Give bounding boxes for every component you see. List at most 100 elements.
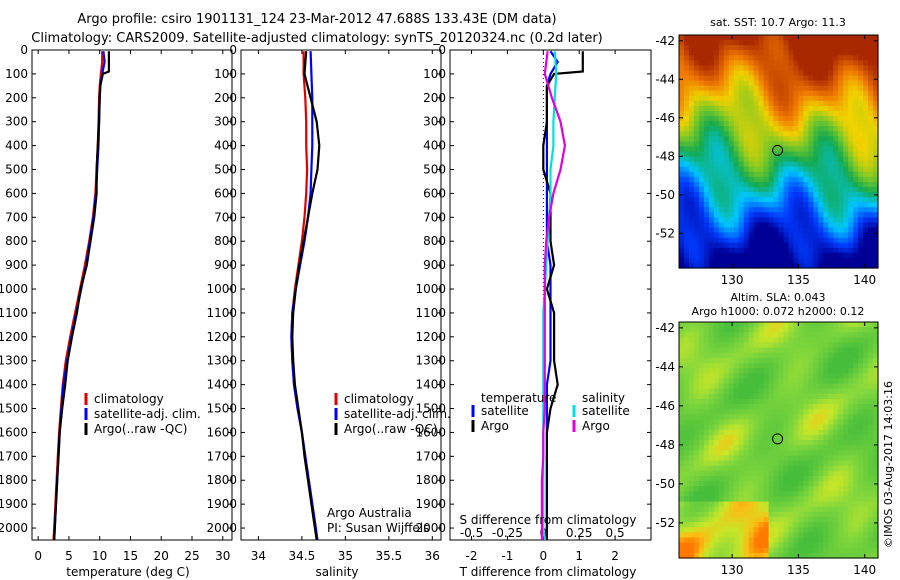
heatmap-cell	[873, 156, 879, 163]
heatmap-cell	[713, 202, 720, 208]
heatmap-cell	[788, 232, 795, 239]
heatmap-cell	[708, 85, 715, 92]
heatmap-cell	[788, 491, 795, 498]
heatmap-cell	[688, 85, 695, 92]
heatmap-cell	[743, 486, 750, 492]
heatmap-cell	[693, 347, 700, 354]
heatmap-cell	[758, 252, 765, 259]
heatmap-cell	[728, 383, 735, 390]
heatmap-cell	[688, 262, 695, 269]
heatmap-cell	[803, 166, 809, 173]
heatmap-cell	[858, 136, 864, 142]
heatmap-cell	[758, 262, 765, 269]
heatmap-cell	[763, 440, 770, 446]
heatmap-cell	[753, 398, 760, 405]
heatmap-cell	[679, 404, 685, 410]
heatmap-cell	[773, 151, 780, 158]
heatmap-cell	[788, 404, 795, 410]
heatmap-cell	[679, 85, 685, 92]
heatmap-cell	[718, 207, 725, 213]
heatmap-cell	[853, 352, 859, 359]
heatmap-cell	[853, 501, 859, 508]
heatmap-cell	[858, 363, 864, 369]
heatmap-cell	[858, 542, 864, 549]
heatmap-cell	[853, 247, 859, 254]
heatmap-cell	[703, 440, 710, 446]
heatmap-cell	[788, 35, 795, 41]
heatmap-cell	[863, 171, 869, 178]
heatmap-cell	[808, 217, 814, 224]
heatmap-cell	[803, 332, 809, 338]
heatmap-cell	[688, 424, 695, 431]
heatmap-cell	[858, 342, 864, 349]
heatmap-cell	[683, 131, 690, 137]
heatmap-cell	[703, 237, 710, 244]
heatmap-cell	[808, 166, 814, 173]
heatmap-cell	[753, 352, 760, 359]
difference-legend: temperature satellite Argo salinity sate…	[471, 391, 630, 433]
heatmap-cell	[768, 95, 775, 102]
depth-tick-label: 1200	[0, 330, 28, 344]
heatmap-cell	[698, 414, 705, 421]
heatmap-cell	[773, 368, 780, 374]
heatmap-cell	[768, 237, 775, 244]
heatmap-cell	[778, 90, 785, 97]
heatmap-cell	[848, 470, 854, 477]
heatmap-cell	[818, 455, 824, 462]
heatmap-cell	[733, 455, 740, 462]
heatmap-cell	[848, 161, 854, 168]
heatmap-cell	[723, 378, 730, 385]
heatmap-cell	[708, 516, 715, 523]
temperature-legend: climatology satellite-adj. clim. Argo(..…	[84, 392, 201, 436]
heatmap-cell	[748, 501, 755, 508]
heatmap-cell	[818, 121, 824, 127]
heatmap-cell	[858, 470, 864, 477]
heatmap-cell	[798, 481, 804, 487]
heatmap-cell	[803, 404, 809, 410]
heatmap-cell	[723, 80, 730, 87]
heatmap-cell	[718, 481, 725, 487]
heatmap-cell	[858, 186, 864, 193]
lat-tick-label: -48	[655, 438, 675, 452]
heatmap-cell	[728, 522, 735, 528]
heatmap-cell	[873, 378, 879, 385]
heatmap-cell	[753, 506, 760, 513]
legend-label-sal-satellite: satellite	[582, 404, 630, 418]
heatmap-cell	[708, 202, 715, 208]
heatmap-cell	[858, 65, 864, 72]
heatmap-cell	[873, 136, 879, 142]
depth-tick-label: 0	[438, 43, 446, 57]
heatmap-cell	[758, 95, 765, 102]
heatmap-cell	[783, 337, 790, 344]
heatmap-cell	[863, 455, 869, 462]
heatmap-cell	[838, 176, 844, 183]
heatmap-cell	[778, 322, 785, 328]
heatmap-cell	[763, 161, 770, 168]
heatmap-cell	[743, 131, 750, 137]
heatmap-cell	[683, 252, 690, 259]
heatmap-cell	[778, 368, 785, 374]
heatmap-cell	[679, 398, 685, 405]
heatmap-cell	[763, 511, 770, 518]
heatmap-cell	[693, 357, 700, 364]
heatmap-cell	[838, 121, 844, 127]
heatmap-cell	[828, 222, 834, 229]
heatmap-cell	[818, 388, 824, 395]
heatmap-cell	[853, 357, 859, 364]
heatmap-cell	[788, 95, 795, 102]
heatmap-cell	[763, 414, 770, 421]
heatmap-cell	[683, 455, 690, 462]
heatmap-cell	[679, 552, 685, 559]
heatmap-cell	[848, 75, 854, 82]
heatmap-cell	[773, 141, 780, 148]
heatmap-cell	[813, 247, 819, 254]
heatmap-cell	[788, 465, 795, 472]
heatmap-cell	[858, 247, 864, 254]
heatmap-cell	[763, 450, 770, 456]
heatmap-cell	[788, 131, 795, 137]
heatmap-cell	[798, 388, 804, 395]
heatmap-cell	[748, 496, 755, 503]
heatmap-cell	[863, 363, 869, 369]
heatmap-cell	[853, 522, 859, 528]
heatmap-cell	[818, 481, 824, 487]
